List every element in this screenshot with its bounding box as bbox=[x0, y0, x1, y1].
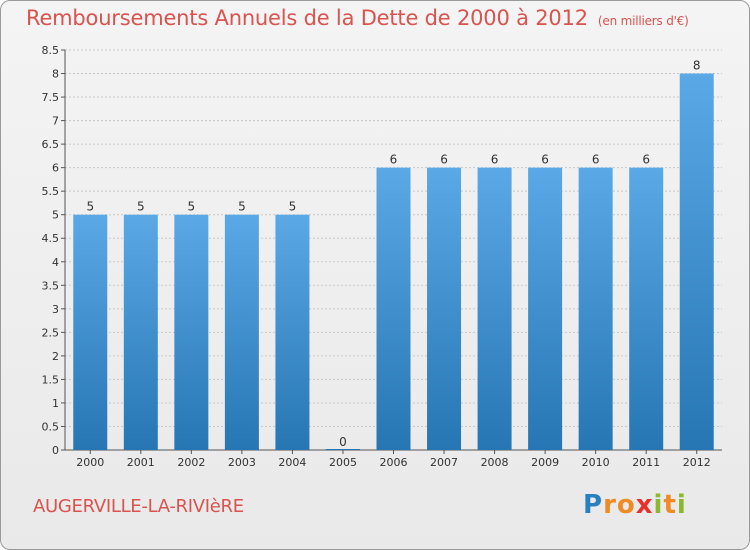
y-tick-label: 4.5 bbox=[42, 232, 60, 245]
bar bbox=[427, 167, 462, 450]
x-tick-label: 2005 bbox=[329, 456, 357, 469]
data-label: 0 bbox=[339, 435, 347, 449]
data-label: 5 bbox=[289, 200, 297, 214]
x-tick-label: 2006 bbox=[380, 456, 408, 469]
x-tick-label: 2009 bbox=[531, 456, 559, 469]
x-tick-label: 2011 bbox=[632, 456, 660, 469]
y-tick-label: 4 bbox=[52, 256, 59, 269]
bar bbox=[174, 214, 209, 450]
y-tick-label: 2 bbox=[52, 350, 59, 363]
bar bbox=[578, 167, 613, 450]
y-tick-label: 6 bbox=[52, 162, 59, 175]
bar bbox=[679, 73, 714, 450]
y-tick-label: 6.5 bbox=[42, 138, 60, 151]
y-tick-label: 0.5 bbox=[42, 420, 60, 433]
x-tick-label: 2012 bbox=[683, 456, 711, 469]
proxiti-logo: Proxiti bbox=[583, 490, 687, 520]
bar bbox=[123, 214, 158, 450]
logo-letter: r bbox=[603, 490, 617, 520]
y-tick-label: 5 bbox=[52, 209, 59, 222]
x-tick-label: 2007 bbox=[430, 456, 458, 469]
bar bbox=[325, 449, 360, 450]
y-tick-label: 3 bbox=[52, 303, 59, 316]
x-tick-label: 2008 bbox=[481, 456, 509, 469]
x-tick-label: 2003 bbox=[228, 456, 256, 469]
x-tick-label: 2001 bbox=[127, 456, 155, 469]
y-tick-label: 2.5 bbox=[42, 326, 60, 339]
bar bbox=[528, 167, 563, 450]
logo-letter: t bbox=[663, 490, 677, 520]
x-tick-label: 2000 bbox=[76, 456, 104, 469]
y-tick-label: 8 bbox=[52, 68, 59, 81]
bar bbox=[629, 167, 664, 450]
logo-letter: P bbox=[583, 490, 604, 520]
y-tick-label: 7 bbox=[52, 115, 59, 128]
y-tick-label: 1 bbox=[52, 397, 59, 410]
chart-unit: (en milliers d'€) bbox=[597, 14, 689, 28]
logo-letter: o bbox=[616, 490, 636, 520]
data-label: 6 bbox=[491, 153, 499, 167]
x-tick-label: 2010 bbox=[582, 456, 610, 469]
y-tick-label: 7.5 bbox=[42, 91, 60, 104]
logo-letter: x bbox=[635, 490, 654, 520]
y-tick-label: 3.5 bbox=[42, 279, 60, 292]
data-label: 5 bbox=[137, 200, 145, 214]
y-tick-label: 0 bbox=[52, 444, 59, 457]
data-label: 8 bbox=[693, 59, 701, 73]
bar bbox=[275, 214, 310, 450]
bar bbox=[477, 167, 512, 450]
y-tick-label: 1.5 bbox=[42, 373, 60, 386]
data-label: 6 bbox=[541, 153, 549, 167]
chart-title-text: Remboursements Annuels de la Dette de 20… bbox=[26, 6, 588, 30]
y-tick-label: 5.5 bbox=[42, 185, 60, 198]
bar bbox=[376, 167, 411, 450]
data-label: 6 bbox=[440, 153, 448, 167]
x-tick-label: 2004 bbox=[278, 456, 306, 469]
data-label: 5 bbox=[86, 200, 94, 214]
data-label: 5 bbox=[188, 200, 196, 214]
logo-letter: i bbox=[676, 490, 687, 520]
x-tick-label: 2002 bbox=[177, 456, 205, 469]
bar bbox=[73, 214, 108, 450]
data-label: 5 bbox=[238, 200, 246, 214]
chart-title: Remboursements Annuels de la Dette de 20… bbox=[26, 6, 689, 30]
commune-name: AUGERVILLE-LA-RIVIèRE bbox=[33, 496, 244, 517]
bar bbox=[224, 214, 259, 450]
data-label: 6 bbox=[390, 153, 398, 167]
data-label: 6 bbox=[592, 153, 600, 167]
data-label: 6 bbox=[642, 153, 650, 167]
y-tick-label: 8.5 bbox=[42, 44, 60, 57]
logo-letter: i bbox=[653, 490, 664, 520]
